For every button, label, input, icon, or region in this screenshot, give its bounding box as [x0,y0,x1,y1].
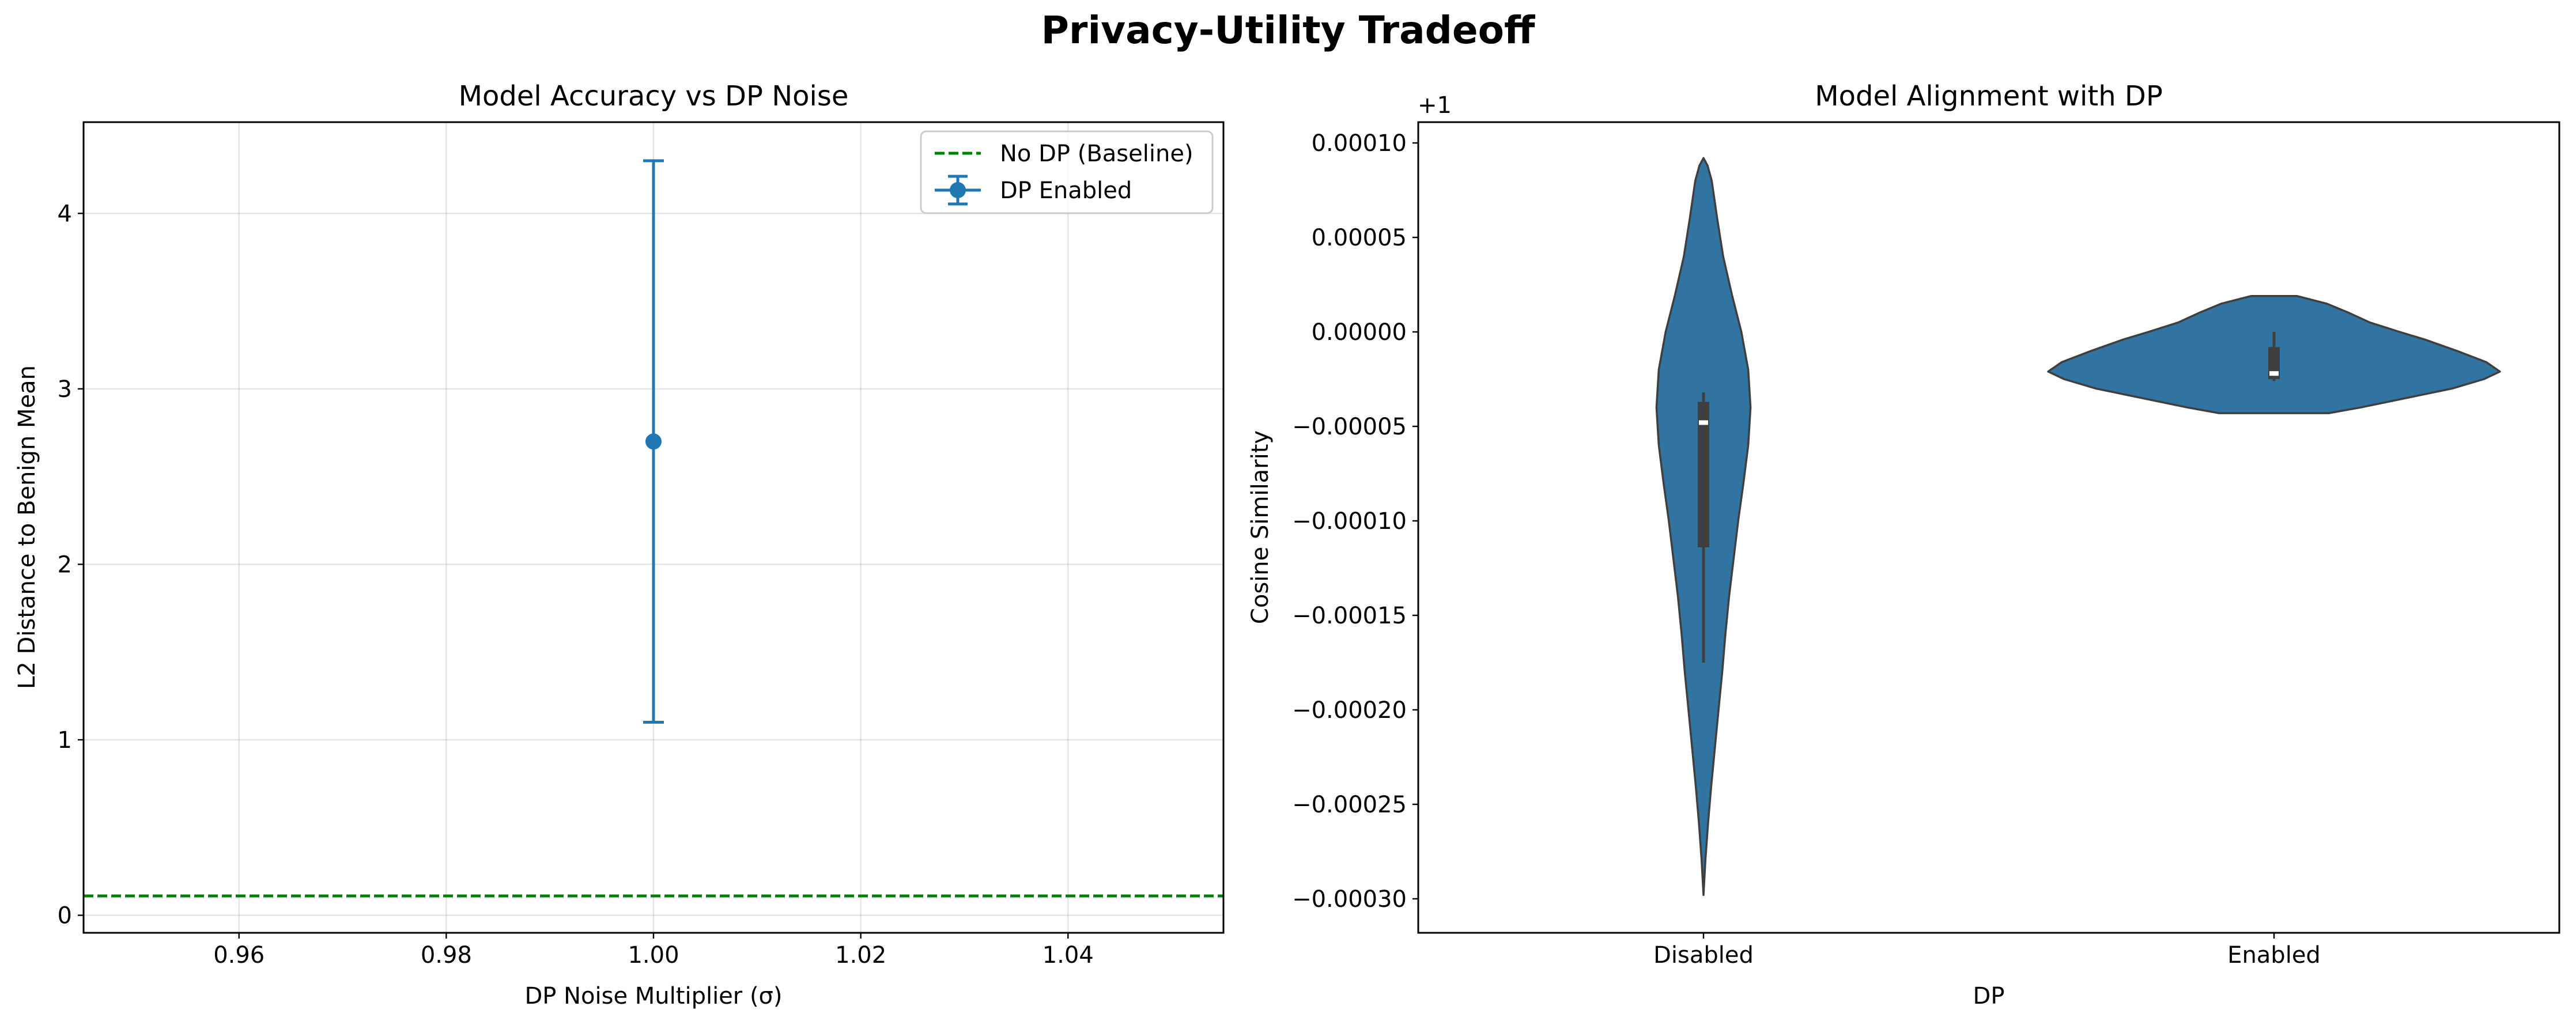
right-panel: Model Alignment with DP +1 Disabled Enabl… [1247,80,2560,1009]
left-panel: Model Accuracy vs DP Noise 0.96 0.98 1.00 1… [14,80,1225,1009]
y-tick-label: 0.00010 [1312,130,1407,157]
x-tick-label: Enabled [2227,942,2321,969]
left-x-ticks: 0.96 0.98 1.00 1.02 1.04 [213,933,1094,969]
y-tick-label: 3 [58,376,72,403]
legend-errorbar-swatch [935,175,981,206]
right-plot-background [1418,122,2559,933]
legend-label-baseline: No DP (Baseline) [1000,141,1193,167]
legend-frame [920,130,1214,214]
y-offset-label: +1 [1418,92,1452,119]
x-tick-label: 1.00 [628,942,679,969]
y-tick-label: 1 [58,727,72,754]
right-y-ticks: 0.00010 0.00005 0.00000 −0.00005 −0.00010 −0.… [1292,130,1418,913]
violin-median [1699,420,1708,425]
right-chart-title: Model Alignment with DP [1815,80,2163,112]
legend-label-dp-enabled: DP Enabled [1000,177,1132,204]
y-tick-label: −0.00005 [1292,414,1407,440]
legend: No DP (Baseline) DP Enabled [920,130,1214,214]
left-y-axis-label: L2 Distance to Benign Mean [14,365,40,689]
violin-iqr-box [2268,347,2280,380]
right-y-axis-label: Cosine Similarity [1247,430,1274,624]
figure-title: Privacy-Utility Tradeoff [1041,8,1535,52]
right-plot-frame [1417,121,2560,934]
violin-iqr-box [1698,402,1709,547]
y-tick-label: 0.00005 [1312,225,1407,251]
y-tick-label: 0.00000 [1312,319,1407,346]
x-tick-label: 0.96 [213,942,265,969]
violin-median [2269,371,2279,376]
y-tick-label: 4 [58,201,72,227]
errorbar-point [645,433,662,450]
left-chart-title: Model Accuracy vs DP Noise [459,80,849,112]
x-tick-label: 0.98 [421,942,472,969]
right-x-ticks: Disabled Enabled [1653,933,2321,969]
x-tick-label: 1.02 [835,942,886,969]
y-tick-label: −0.00015 [1292,603,1407,629]
y-tick-label: 0 [58,903,72,929]
y-tick-label: −0.00025 [1292,792,1407,818]
errorbar-series [643,159,664,724]
y-tick-label: −0.00010 [1292,508,1407,535]
y-tick-label: −0.00020 [1292,697,1407,724]
right-x-axis-label: DP [1973,983,2005,1009]
x-tick-label: Disabled [1653,942,1754,969]
left-y-ticks: 0 1 2 3 4 [58,201,84,929]
y-tick-label: −0.00030 [1292,886,1407,913]
violin-series [1655,157,2501,897]
left-x-axis-label: DP Noise Multiplier (σ) [524,983,782,1009]
x-tick-label: 1.04 [1043,942,1094,969]
y-tick-label: 2 [58,551,72,578]
